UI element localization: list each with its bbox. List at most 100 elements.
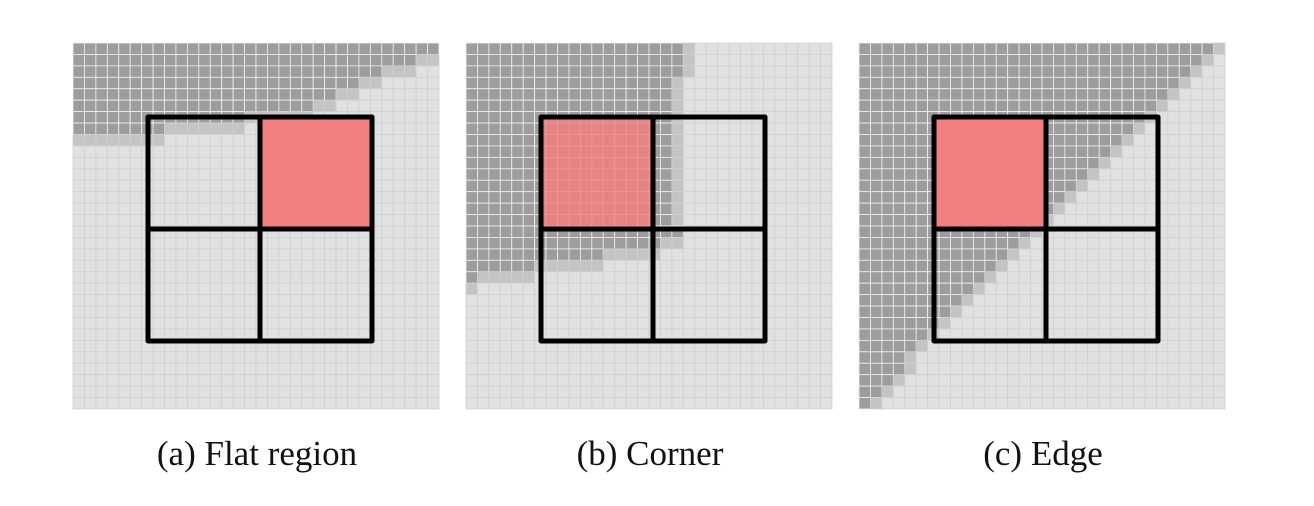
pixel-cell xyxy=(915,259,929,273)
pixel-cell xyxy=(1213,179,1226,193)
pixel-cell xyxy=(785,397,799,410)
pixel-cell xyxy=(164,76,177,90)
pixel-cell xyxy=(660,294,673,307)
pixel-cell xyxy=(244,317,257,330)
pixel-cell xyxy=(625,76,638,90)
pixel-cell xyxy=(95,88,108,101)
pixel-cell xyxy=(820,122,833,135)
pixel-cell xyxy=(881,237,894,250)
pixel-cell xyxy=(671,145,684,158)
pixel-cell xyxy=(774,237,787,250)
pixel-cell xyxy=(751,317,764,330)
pixel-cell xyxy=(347,351,360,364)
pixel-cell xyxy=(1144,294,1157,307)
pixel-cell xyxy=(1087,397,1100,410)
pixel-cell xyxy=(499,259,513,273)
pixel-cell xyxy=(820,397,833,410)
pixel-cell xyxy=(221,42,234,55)
pixel-cell xyxy=(522,191,536,204)
pixel-cell xyxy=(415,362,428,376)
pixel-cell xyxy=(427,362,440,376)
pixel-cell xyxy=(694,145,707,158)
pixel-cell xyxy=(477,156,490,170)
pixel-cell xyxy=(267,88,280,101)
pixel-cell xyxy=(808,225,821,238)
pixel-cell xyxy=(1121,397,1134,410)
pixel-cell xyxy=(118,111,131,124)
pixel-cell xyxy=(1133,202,1146,215)
pixel-cell xyxy=(404,317,417,330)
pixel-cell xyxy=(762,99,776,113)
pixel-cell xyxy=(682,134,696,147)
pixel-cell xyxy=(499,339,513,353)
pixel-cell xyxy=(904,271,917,284)
pixel-cell xyxy=(152,134,165,147)
pixel-cell xyxy=(186,179,200,193)
pixel-cell xyxy=(961,397,974,410)
pixel-cell xyxy=(335,248,348,261)
pixel-cell xyxy=(682,179,696,193)
pixel-cell xyxy=(488,88,501,101)
pixel-cell xyxy=(820,339,833,353)
pixel-cell xyxy=(465,328,478,341)
pixel-cell xyxy=(415,259,428,273)
pixel-cell xyxy=(164,134,177,147)
pixel-cell xyxy=(232,214,245,227)
pixel-cell xyxy=(1018,282,1031,296)
pixel-cell xyxy=(682,202,696,215)
pixel-cell xyxy=(774,88,787,101)
pixel-cell xyxy=(808,339,821,353)
pixel-cell xyxy=(1167,328,1180,341)
pixel-cell xyxy=(1087,122,1100,135)
pixel-cell xyxy=(232,168,245,181)
pixel-cell xyxy=(84,362,97,376)
pixel-cell xyxy=(141,385,154,398)
pixel-cell xyxy=(579,99,593,113)
pixel-cell xyxy=(369,385,383,398)
pixel-cell xyxy=(129,42,143,55)
pixel-cell xyxy=(381,88,394,101)
pixel-cell xyxy=(591,259,604,273)
pixel-cell xyxy=(477,374,490,387)
pixel-cell xyxy=(1064,134,1077,147)
pixel-cell xyxy=(95,225,108,238)
pixel-cell xyxy=(152,99,165,113)
pixel-cell xyxy=(289,271,303,284)
pixel-cell xyxy=(797,271,810,284)
pixel-cell xyxy=(705,54,719,67)
pixel-cell xyxy=(1064,362,1077,376)
pixel-cell xyxy=(499,282,513,296)
pixel-cell xyxy=(381,385,394,398)
pixel-cell xyxy=(1053,271,1066,284)
pixel-cell xyxy=(682,76,696,90)
pixel-cell xyxy=(961,294,974,307)
pixel-cell xyxy=(312,65,326,78)
pixel-cell xyxy=(671,282,684,296)
pixel-cell xyxy=(682,385,696,398)
pixel-cell xyxy=(84,65,97,78)
pixel-cell xyxy=(820,317,833,330)
pixel-cell xyxy=(118,76,131,90)
pixel-cell xyxy=(164,351,177,364)
pixel-cell xyxy=(751,88,764,101)
pixel-cell xyxy=(232,317,245,330)
pixel-cell xyxy=(289,248,303,261)
pixel-cell xyxy=(671,99,684,113)
pixel-cell xyxy=(1167,259,1180,273)
pixel-cell xyxy=(717,248,730,261)
pixel-cell xyxy=(95,168,108,181)
pixel-cell xyxy=(1213,282,1226,296)
pixel-cell xyxy=(1213,145,1226,158)
pixel-cell xyxy=(568,305,581,318)
pixel-cell xyxy=(881,214,894,227)
pixel-cell xyxy=(477,134,490,147)
pixel-cell xyxy=(175,351,188,364)
pixel-cell xyxy=(129,237,143,250)
pixel-cell xyxy=(1201,99,1214,113)
pixel-cell xyxy=(602,76,616,90)
pixel-cell xyxy=(1030,259,1043,273)
pixel-cell xyxy=(1007,317,1020,330)
pixel-cell xyxy=(392,145,406,158)
pixel-cell xyxy=(522,42,536,55)
pixel-cell xyxy=(1098,122,1112,135)
